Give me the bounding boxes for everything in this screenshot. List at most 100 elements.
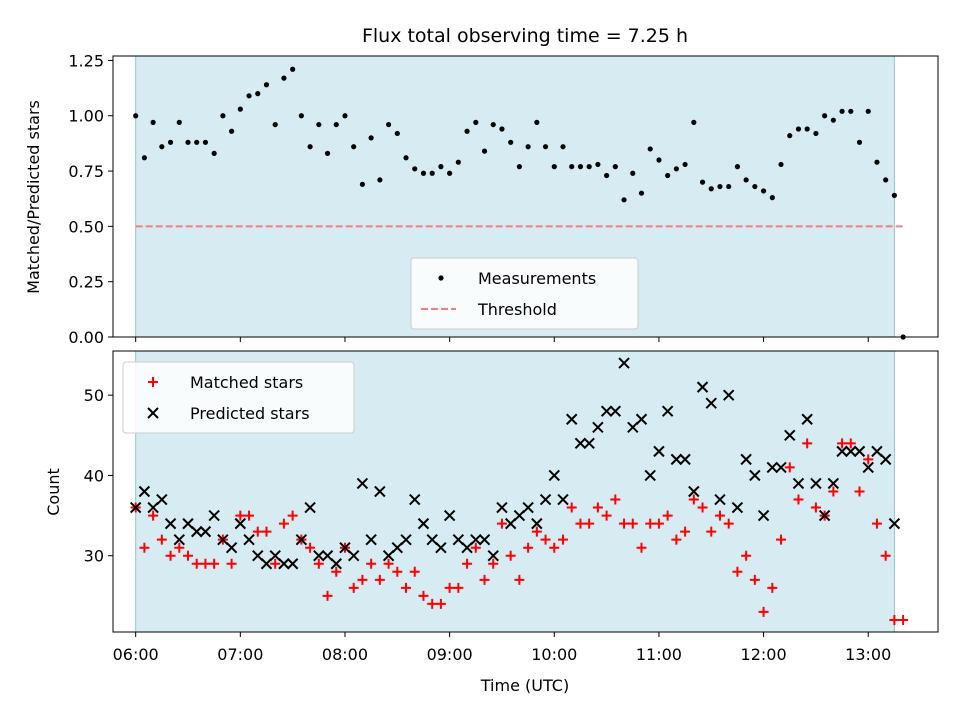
matched-star-point [523,542,534,553]
matched-star-point [531,526,542,537]
y-tick-label: 30 [84,547,104,566]
measurement-point [560,144,566,150]
matched-star-point [584,518,595,529]
matched-star-point [200,558,211,569]
measurement-point [726,183,732,190]
matched-star-point [601,510,612,521]
matched-star-point [898,614,909,625]
legend-box [122,361,355,434]
x-tick-label: 06:00 [113,645,159,664]
measurement-point [333,121,339,128]
predicted-star-point [722,389,735,401]
predicted-star-point [775,461,787,474]
measurement-points [133,66,906,340]
measurement-point [699,179,706,185]
matched-star-point [837,438,848,449]
predicted-star-point [138,485,151,498]
measurement-point [420,170,427,176]
matched-star-point [427,598,438,609]
matched-star-point [444,582,455,593]
matched-star-point [758,606,769,617]
predicted-star-point [374,485,386,498]
measurement-point [604,172,610,179]
predicted-star-point [583,437,595,450]
legend-label: Measurements [478,269,596,288]
measurement-point [394,130,400,137]
measurement-point [516,164,522,170]
predicted-star-point [792,477,805,490]
matched-star-point [366,558,377,569]
predicted-star-point [269,550,281,562]
predicted-star-point [705,397,717,409]
matched-star-point [636,542,647,553]
predicted-star-point [487,550,499,562]
flux-ratio-panel: Flux total observing time = 7.25 h 0.000… [24,25,939,347]
measurement-point [813,130,819,137]
measurement-point [412,166,418,172]
matched-star-point [479,574,490,585]
matched-star-point [148,510,159,521]
predicted-star-point [566,413,578,425]
predicted-star-point [129,501,142,514]
matched-star-point [540,534,551,545]
legend-label: Threshold [477,300,557,319]
matched-star-point [697,502,708,513]
predicted-star-point [731,501,744,514]
predicted-star-point [714,493,726,506]
predicted-star-point [435,541,447,554]
predicted-star-point [740,453,752,466]
measurement-point [577,164,584,170]
matched-star-point [784,462,795,473]
x-tick-label: 08:00 [322,645,368,664]
matched-star-point [252,526,263,537]
matched-star-point [871,518,882,529]
matched-star-point [156,534,167,545]
measurement-point [682,161,688,168]
measurement-point [891,192,897,198]
measurement-point [167,139,174,145]
measurement-point [481,148,488,154]
measurement-point [229,128,235,134]
legend-box [410,257,639,330]
matched-star-point [767,582,778,593]
measurement-point [656,157,662,163]
predicted-star-point [845,445,857,458]
x-tick-label: 13:00 [845,645,891,664]
legend-swatch [147,407,159,419]
predicted-star-point [644,469,656,482]
measurement-point [351,144,357,150]
predicted-star-point [252,550,264,562]
matched-star-point [566,502,577,513]
predicted-star-point [147,501,159,514]
predicted-star-point [208,509,220,522]
y-tick-label: 0.50 [68,217,104,236]
bottom-axes-frame [112,350,939,633]
matched-star-point [549,542,560,553]
measurement-point [385,121,392,128]
predicted-star-point [286,558,299,570]
measurement-point [621,197,627,203]
matched-star-point [732,566,743,577]
matched-star-point [723,518,734,529]
measurement-point [490,121,496,128]
y-tick-label: 1.25 [68,51,104,70]
matched-star-point [278,518,289,529]
measurement-point [464,128,470,134]
predicted-star-point [182,517,194,530]
predicted-star-point [853,445,866,458]
predicted-star-point [609,405,622,417]
predicted-star-point [522,501,534,514]
measurement-point [307,144,313,150]
predicted-star-point [173,533,185,546]
measurement-point [778,161,784,168]
matched-star-point [706,526,717,537]
matched-star-point [828,486,839,497]
predicted-star-point [452,533,465,546]
predicted-star-point [784,429,796,442]
matched-star-point [401,582,412,593]
measurement-point [874,159,880,165]
x-tick-label: 10:00 [531,645,577,664]
measurement-point [691,119,697,125]
predicted-star-point [191,525,203,538]
measurement-point [612,164,618,170]
